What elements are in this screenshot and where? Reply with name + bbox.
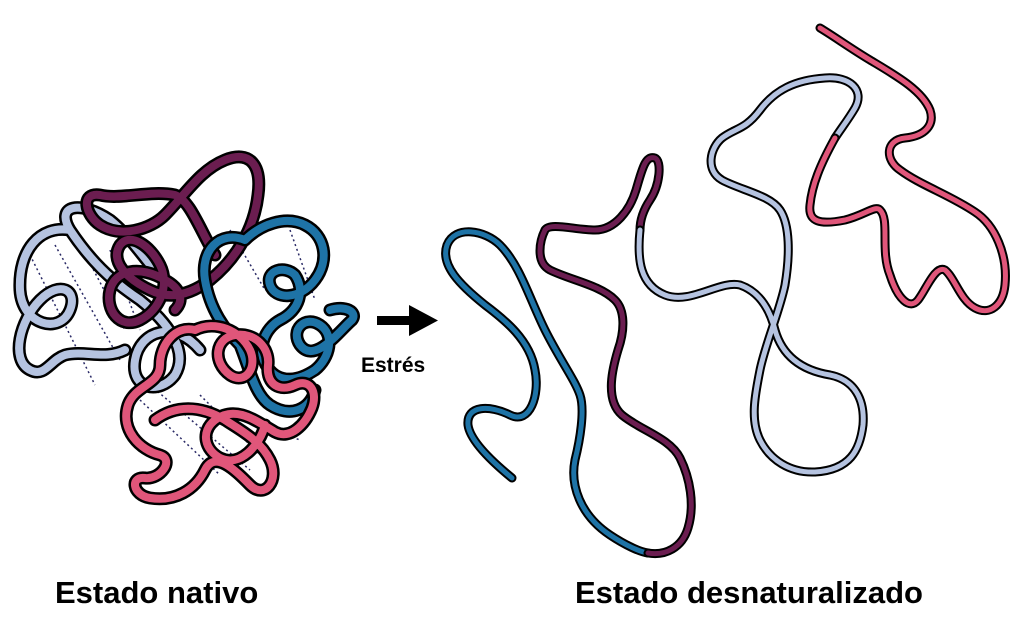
- native-protein: [12, 150, 360, 506]
- stress-arrow: [377, 305, 438, 336]
- denatured-state-label: Estado desnaturalizado: [575, 575, 923, 610]
- native-strand-light-blue: [12, 201, 207, 394]
- native-strand-dark-purple: [80, 150, 266, 330]
- stress-label: Estrés: [361, 354, 426, 377]
- denatured-segment-pink: [805, 23, 1010, 316]
- denatured-segment-blue-1: [441, 227, 653, 558]
- denatured-segment-light-blue: [634, 73, 868, 477]
- denatured-segment-dark-purple: [535, 153, 696, 559]
- native-state-label: Estado nativo: [55, 575, 259, 610]
- denatured-protein: [441, 23, 1010, 559]
- native-strand-pink: [119, 319, 321, 506]
